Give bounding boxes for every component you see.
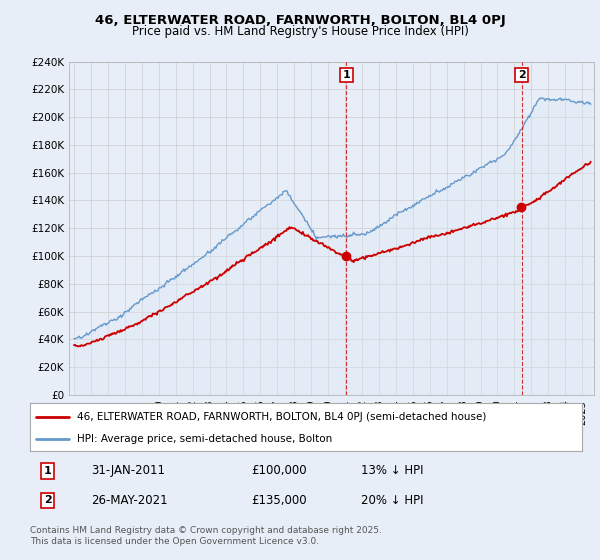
Text: 46, ELTERWATER ROAD, FARNWORTH, BOLTON, BL4 0PJ: 46, ELTERWATER ROAD, FARNWORTH, BOLTON, …	[95, 14, 505, 27]
Text: 1: 1	[44, 466, 52, 476]
Text: HPI: Average price, semi-detached house, Bolton: HPI: Average price, semi-detached house,…	[77, 434, 332, 444]
Text: 2: 2	[44, 496, 52, 505]
Text: 13% ↓ HPI: 13% ↓ HPI	[361, 464, 424, 478]
Text: 26-MAY-2021: 26-MAY-2021	[91, 494, 167, 507]
Text: 20% ↓ HPI: 20% ↓ HPI	[361, 494, 424, 507]
Text: £100,000: £100,000	[251, 464, 307, 478]
Text: £135,000: £135,000	[251, 494, 307, 507]
Text: Contains HM Land Registry data © Crown copyright and database right 2025.
This d: Contains HM Land Registry data © Crown c…	[30, 526, 382, 546]
Text: 46, ELTERWATER ROAD, FARNWORTH, BOLTON, BL4 0PJ (semi-detached house): 46, ELTERWATER ROAD, FARNWORTH, BOLTON, …	[77, 412, 486, 422]
Text: 2: 2	[518, 70, 526, 80]
Text: Price paid vs. HM Land Registry's House Price Index (HPI): Price paid vs. HM Land Registry's House …	[131, 25, 469, 38]
Text: 31-JAN-2011: 31-JAN-2011	[91, 464, 165, 478]
Text: 1: 1	[343, 70, 350, 80]
